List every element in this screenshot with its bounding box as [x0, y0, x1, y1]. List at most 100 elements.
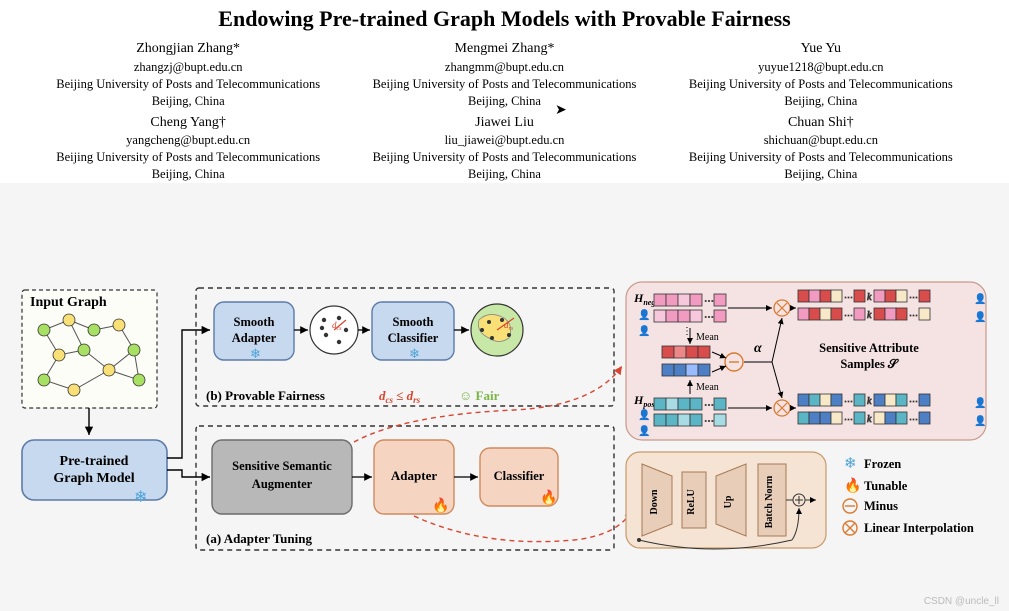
svg-text:⋯: ⋯ — [909, 414, 918, 424]
author-affil: Beijing University of Posts and Telecomm… — [40, 149, 336, 166]
author-name: Yue Yu — [673, 40, 969, 59]
author-block: Chuan Shi† shichuan@bupt.edu.cn Beijing … — [673, 114, 969, 184]
adapter-internals-panel: Down ReLU Up Batch Norm — [626, 452, 826, 549]
author-block: Jiawei Liu liu_jiawei@bupt.edu.cn Beijin… — [356, 114, 652, 184]
svg-text:⋯: ⋯ — [704, 416, 714, 427]
svg-text:👤: 👤 — [638, 308, 650, 321]
svg-text:Smooth: Smooth — [393, 315, 434, 329]
adapter-tuning-panel: (a) Adapter Tuning Sensitive Semantic Au… — [196, 426, 614, 550]
svg-text:k: k — [867, 292, 872, 303]
legend-frozen: Frozen — [864, 457, 901, 471]
svg-text:🔥: 🔥 — [432, 497, 449, 514]
author-affil: Beijing University of Posts and Telecomm… — [356, 149, 652, 166]
svg-text:❄: ❄ — [844, 456, 857, 472]
author-block: Zhongjian Zhang* zhangzj@bupt.edu.cn Bei… — [40, 40, 336, 110]
svg-text:👤: 👤 — [638, 408, 650, 421]
relu-label: ReLU — [686, 489, 697, 515]
legend: ❄ Frozen 🔥 Tunable Minus Linear Interpol… — [843, 456, 974, 535]
author-email: liu_jiawei@bupt.edu.cn — [356, 132, 652, 149]
svg-text:👤: 👤 — [974, 292, 986, 305]
fairness-fair: ☺ Fair — [459, 388, 500, 403]
svg-text:❄: ❄ — [409, 346, 420, 361]
arrow — [167, 330, 210, 458]
input-graph-panel: Input Graph — [22, 290, 157, 408]
pretrained-label-1: Pre-trained — [60, 454, 129, 469]
author-email: yangcheng@bupt.edu.cn — [40, 132, 336, 149]
author-email: yuyue1218@bupt.edu.cn — [673, 59, 969, 76]
paper-title: Endowing Pre-trained Graph Models with P… — [40, 6, 969, 32]
author-block: Yue Yu yuyue1218@bupt.edu.cn Beijing Uni… — [673, 40, 969, 110]
mean-label: Mean — [696, 332, 719, 343]
svg-text:⋯: ⋯ — [704, 400, 714, 411]
sensitive-samples-panel: Hneg 👤 👤 ⋯ ⋯ ⋮ Mean — [626, 282, 986, 440]
svg-text:⋯: ⋯ — [844, 292, 853, 302]
author-affil: Beijing University of Posts and Telecomm… — [673, 76, 969, 93]
alpha-label: α — [754, 341, 762, 356]
svg-text:👤: 👤 — [974, 396, 986, 409]
svg-text:⋯: ⋯ — [909, 292, 918, 302]
svg-text:👤: 👤 — [638, 424, 650, 437]
author-email: shichuan@bupt.edu.cn — [673, 132, 969, 149]
svg-text:⋯: ⋯ — [704, 296, 714, 307]
arrow — [167, 470, 210, 477]
svg-text:Adapter: Adapter — [232, 331, 277, 345]
svg-text:👤: 👤 — [974, 414, 986, 427]
mean-label: Mean — [696, 382, 719, 393]
pretrained-label-2: Graph Model — [53, 471, 134, 486]
author-name: Mengmei Zhang* — [356, 40, 652, 59]
fairness-condition: dcs ≤ drs — [379, 388, 421, 405]
samples-label-2: Samples 𝒮 — [840, 357, 900, 371]
author-affil: Beijing University of Posts and Telecomm… — [40, 76, 336, 93]
pretrained-model-box: Pre-trained Graph Model ❄ — [22, 440, 167, 506]
author-name: Cheng Yang† — [40, 114, 336, 133]
legend-tunable: Tunable — [864, 479, 908, 493]
legend-linear-interp: Linear Interpolation — [864, 521, 974, 535]
snowflake-icon: ❄ — [134, 489, 147, 506]
dashed-connector — [354, 366, 622, 442]
author-loc: Beijing, China — [356, 93, 652, 110]
up-label: Up — [723, 495, 734, 508]
author-affil: Beijing University of Posts and Telecomm… — [673, 149, 969, 166]
svg-text:🔥: 🔥 — [540, 489, 557, 506]
author-email: zhangmm@bupt.edu.cn — [356, 59, 652, 76]
legend-minus: Minus — [864, 499, 898, 513]
svg-text:⋯: ⋯ — [909, 310, 918, 320]
svg-text:Smooth: Smooth — [234, 315, 275, 329]
svg-text:Classifier: Classifier — [388, 331, 439, 345]
svg-text:k: k — [867, 396, 872, 407]
svg-text:Augmenter: Augmenter — [252, 477, 313, 491]
svg-text:Sensitive Semantic: Sensitive Semantic — [232, 459, 332, 473]
watermark: CSDN @uncle_ll — [924, 596, 999, 607]
paper-page: Endowing Pre-trained Graph Models with P… — [0, 0, 1009, 183]
svg-text:⋯: ⋯ — [704, 312, 714, 323]
author-loc: Beijing, China — [40, 93, 336, 110]
samples-label-1: Sensitive Attribute — [819, 341, 919, 355]
author-affil: Beijing University of Posts and Telecomm… — [356, 76, 652, 93]
dashed-connector — [414, 510, 632, 542]
author-loc: Beijing, China — [673, 166, 969, 183]
svg-text:⋯: ⋯ — [844, 414, 853, 424]
adapter-tuning-label: (a) Adapter Tuning — [206, 531, 312, 546]
author-name: Jiawei Liu — [356, 114, 652, 133]
author-loc: Beijing, China — [356, 166, 652, 183]
authors-grid: Zhongjian Zhang* zhangzj@bupt.edu.cn Bei… — [40, 40, 969, 183]
svg-text:⋯: ⋯ — [909, 396, 918, 406]
adapter-label: Adapter — [391, 468, 437, 483]
batchnorm-label: Batch Norm — [764, 475, 775, 528]
provable-fairness-panel: (b) Provable Fairness dcs ≤ drs ☺ Fair S… — [196, 288, 614, 406]
down-label: Down — [649, 489, 660, 514]
architecture-diagram: Input Graph Pre-trained Graph Model ❄ — [14, 280, 994, 600]
author-loc: Beijing, China — [40, 166, 336, 183]
input-graph-label: Input Graph — [30, 295, 107, 310]
svg-text:k: k — [867, 310, 872, 321]
svg-text:❄: ❄ — [250, 346, 261, 361]
author-block: Cheng Yang† yangcheng@bupt.edu.cn Beijin… — [40, 114, 336, 184]
author-name: Zhongjian Zhang* — [40, 40, 336, 59]
svg-text:⋯: ⋯ — [844, 396, 853, 406]
svg-text:👤: 👤 — [974, 310, 986, 323]
svg-text:🔥: 🔥 — [844, 477, 861, 494]
author-loc: Beijing, China — [673, 93, 969, 110]
author-email: zhangzj@bupt.edu.cn — [40, 59, 336, 76]
author-name: Chuan Shi† — [673, 114, 969, 133]
svg-text:⋯: ⋯ — [844, 310, 853, 320]
